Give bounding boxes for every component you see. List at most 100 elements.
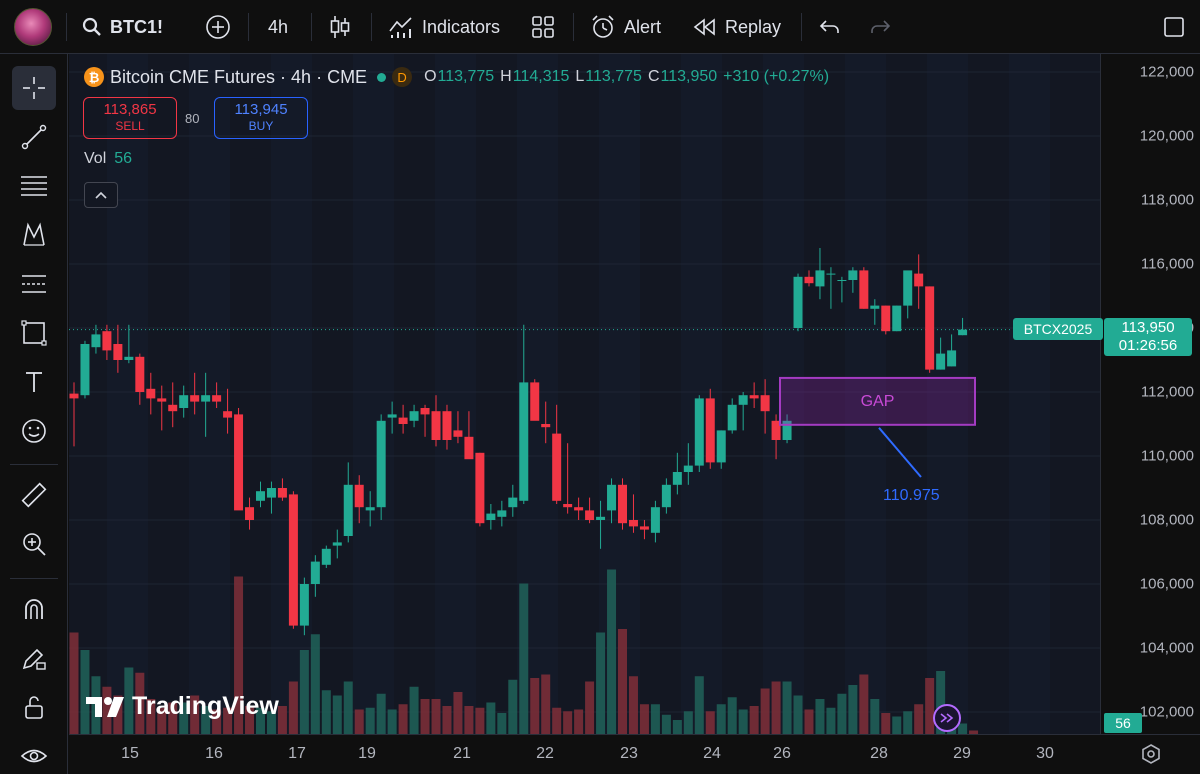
sell-button[interactable]: 113,865 SELL xyxy=(83,97,177,139)
candle-body[interactable] xyxy=(157,398,167,402)
candle-body[interactable] xyxy=(782,420,792,440)
gap-price-annotation[interactable]: 110.975 xyxy=(883,487,940,504)
collapse-legend-button[interactable] xyxy=(84,182,118,208)
lock-drawing-tool[interactable] xyxy=(12,636,56,680)
candle-body[interactable] xyxy=(705,398,715,463)
candle-body[interactable] xyxy=(299,584,309,626)
price-chart[interactable] xyxy=(69,54,1100,734)
candle-body[interactable] xyxy=(936,353,946,370)
legend-title[interactable]: Bitcoin CME Futures · 4h · CME xyxy=(110,66,368,87)
candle-body[interactable] xyxy=(124,356,134,360)
candle-body[interactable] xyxy=(618,484,627,524)
candle-body[interactable] xyxy=(245,507,255,520)
candle-body[interactable] xyxy=(760,395,770,412)
text-tool[interactable] xyxy=(12,360,56,404)
lock-all-tool[interactable] xyxy=(12,685,56,729)
candle-body[interactable] xyxy=(398,417,408,424)
candle-body[interactable] xyxy=(881,305,891,332)
candle-body[interactable] xyxy=(738,395,748,405)
candle-body[interactable] xyxy=(113,344,123,360)
chart-pane[interactable] xyxy=(69,54,1100,734)
candle-body[interactable] xyxy=(815,270,825,287)
candle-body[interactable] xyxy=(255,491,265,501)
candle-body[interactable] xyxy=(442,411,452,440)
candle-body[interactable] xyxy=(727,404,737,431)
crosshair-tool[interactable] xyxy=(12,66,56,110)
fullscreen-button[interactable] xyxy=(1162,9,1186,45)
undo-button[interactable] xyxy=(818,9,842,45)
visibility-tool[interactable] xyxy=(12,734,56,774)
magnet-tool[interactable] xyxy=(12,587,56,631)
candle-body[interactable] xyxy=(277,488,287,498)
candle-body[interactable] xyxy=(146,388,156,399)
candle-body[interactable] xyxy=(661,484,671,508)
candle-body[interactable] xyxy=(859,270,869,309)
indicators-button[interactable]: Indicators xyxy=(388,9,500,45)
candle-body[interactable] xyxy=(365,507,375,511)
candle-body[interactable] xyxy=(947,350,957,367)
user-avatar[interactable] xyxy=(14,8,52,46)
candle-body[interactable] xyxy=(431,411,441,440)
shape-tool[interactable] xyxy=(12,311,56,355)
candle-body[interactable] xyxy=(925,286,935,370)
candle-body[interactable] xyxy=(223,411,233,418)
candle-body[interactable] xyxy=(585,510,595,520)
candle-body[interactable] xyxy=(310,561,320,584)
candle-body[interactable] xyxy=(486,513,496,520)
candle-body[interactable] xyxy=(837,280,847,281)
measure-tool[interactable] xyxy=(12,473,56,517)
candle-body[interactable] xyxy=(650,507,660,533)
gap-callout-line[interactable] xyxy=(878,427,922,478)
trend-line-tool[interactable] xyxy=(12,115,56,159)
candle-body[interactable] xyxy=(332,542,342,546)
interval-button[interactable]: 4h xyxy=(268,9,288,45)
candle-body[interactable] xyxy=(771,420,781,440)
candle-body[interactable] xyxy=(683,465,693,472)
candle-body[interactable] xyxy=(958,329,968,336)
candle-body[interactable] xyxy=(464,436,474,460)
candle-body[interactable] xyxy=(288,494,298,626)
candle-body[interactable] xyxy=(321,548,331,565)
symbol-search-button[interactable]: BTC1! xyxy=(82,9,163,45)
time-scale[interactable]: 15 16 17 19 21 22 23 24 26 28 29 30 xyxy=(69,734,1200,774)
candle-body[interactable] xyxy=(80,344,90,396)
candle-body[interactable] xyxy=(848,270,858,280)
delayed-badge[interactable]: D xyxy=(392,67,413,87)
candle-body[interactable] xyxy=(870,305,880,309)
candle-body[interactable] xyxy=(694,398,704,466)
gap-annotation-label[interactable]: GAP xyxy=(860,393,895,410)
scroll-to-realtime-button[interactable] xyxy=(933,704,961,732)
candle-body[interactable] xyxy=(749,395,759,399)
candle-body[interactable] xyxy=(914,273,924,287)
candle-body[interactable] xyxy=(387,414,397,418)
candle-body[interactable] xyxy=(102,331,112,351)
candle-body[interactable] xyxy=(519,382,529,501)
candle-body[interactable] xyxy=(826,273,836,275)
candle-body[interactable] xyxy=(376,420,386,508)
volume-legend[interactable]: Vol 56 xyxy=(84,150,132,168)
zoom-tool[interactable] xyxy=(12,522,56,566)
candle-body[interactable] xyxy=(508,497,518,508)
compare-symbol-button[interactable] xyxy=(205,9,231,45)
candle-body[interactable] xyxy=(135,356,145,392)
replay-button[interactable]: Replay xyxy=(693,9,781,45)
candle-body[interactable] xyxy=(530,382,540,421)
candle-body[interactable] xyxy=(716,430,726,463)
candle-body[interactable] xyxy=(168,404,178,412)
candle-body[interactable] xyxy=(793,276,803,328)
candle-body[interactable] xyxy=(354,484,364,508)
candle-body[interactable] xyxy=(409,411,419,421)
candle-body[interactable] xyxy=(639,526,649,530)
buy-button[interactable]: 113,945 BUY xyxy=(214,97,308,139)
candle-body[interactable] xyxy=(541,424,551,428)
candle-body[interactable] xyxy=(574,507,584,511)
alert-button[interactable]: Alert xyxy=(590,9,661,45)
fib-tool[interactable] xyxy=(12,164,56,208)
candle-body[interactable] xyxy=(475,452,485,524)
candle-body[interactable] xyxy=(91,334,101,348)
layouts-button[interactable] xyxy=(531,9,555,45)
candle-body[interactable] xyxy=(552,433,562,501)
emoji-tool[interactable] xyxy=(12,409,56,453)
candle-body[interactable] xyxy=(672,472,682,485)
candle-body[interactable] xyxy=(190,395,200,402)
